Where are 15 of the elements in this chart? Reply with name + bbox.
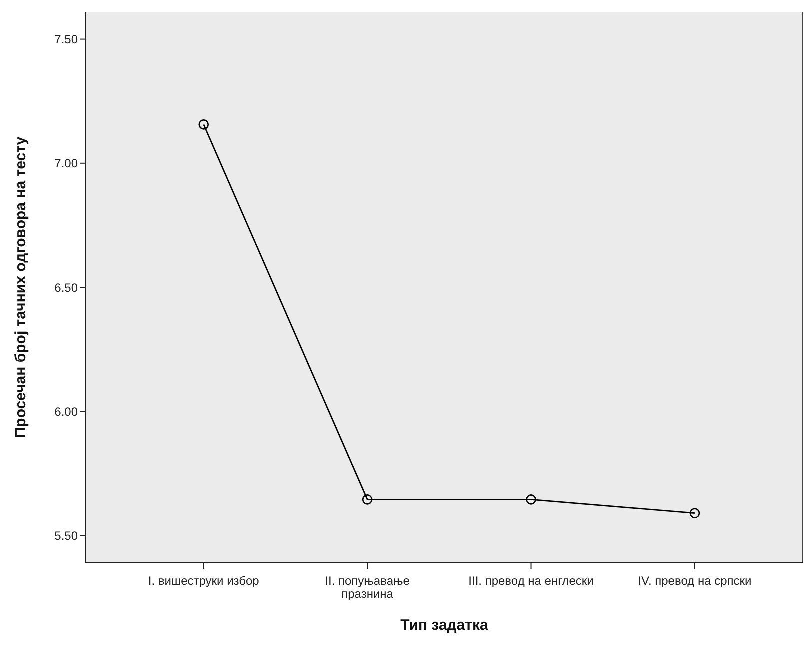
y-axis-title: Просечан број тачних одговора на тесту: [12, 136, 30, 438]
y-tick-label: 7.00: [54, 156, 78, 171]
y-tick-label: 6.00: [54, 404, 78, 419]
x-axis-title: Тип задатка: [400, 617, 490, 634]
point: [526, 494, 536, 505]
point: [690, 508, 700, 519]
x-tick-label: I. вишеструки избор: [148, 574, 260, 588]
x-tick-label: IV. превод на српски: [638, 574, 752, 588]
point: [198, 120, 210, 130]
y-tick-label: 5.50: [54, 528, 78, 543]
y-tick-label: 7.50: [54, 32, 78, 47]
y-tick-label: 6.50: [54, 280, 78, 295]
x-tick-label: III. превод на енглески: [468, 574, 594, 588]
point: [362, 494, 373, 505]
x-tick-label: II. попуњавање празнина: [325, 574, 410, 601]
